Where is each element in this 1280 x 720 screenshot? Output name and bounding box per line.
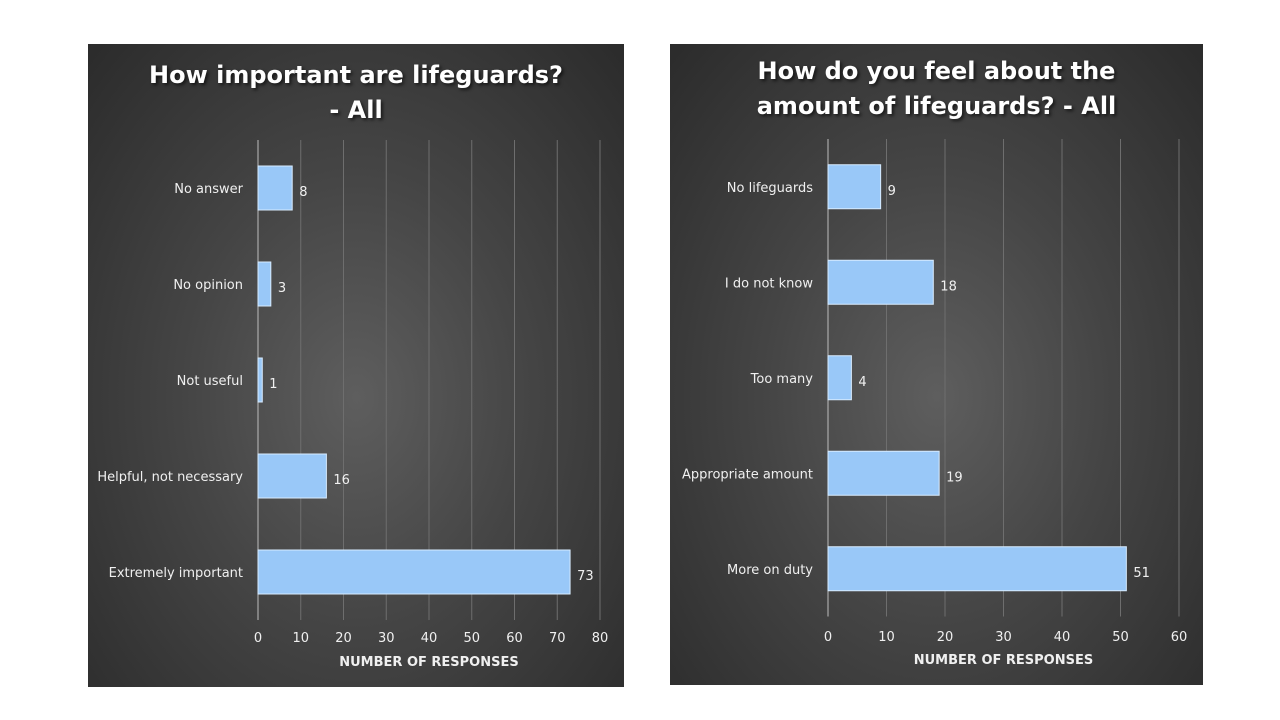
x-tick-label: 10: [878, 630, 895, 645]
bar: [257, 165, 293, 211]
bar: [827, 355, 852, 401]
data-label: 1: [269, 377, 277, 392]
bar: [257, 261, 272, 307]
x-tick-label: 20: [335, 631, 352, 646]
chart-title-line-2: amount of lifeguards? - All: [756, 92, 1117, 120]
bar: [257, 453, 327, 499]
chart-title-line-1: How do you feel about the: [757, 57, 1116, 85]
data-label: 51: [1133, 566, 1150, 581]
x-tick-label: 0: [254, 631, 262, 646]
x-tick-label: 40: [421, 631, 438, 646]
x-tick-label: 40: [1054, 630, 1071, 645]
data-label: 73: [577, 569, 594, 584]
data-label: 8: [299, 185, 307, 200]
bar: [827, 259, 934, 305]
category-label: No lifeguards: [727, 181, 813, 196]
category-label: More on duty: [727, 563, 813, 578]
category-label: Not useful: [177, 374, 243, 389]
category-label: Extremely important: [109, 566, 243, 581]
bar: [827, 546, 1127, 592]
data-label: 18: [940, 279, 957, 294]
bar-chart-amount: 0 10 20 30 40 50 60 No lifeguards 9 I do not know…: [682, 139, 1188, 668]
category-label: Appropriate amount: [682, 467, 813, 482]
category-label: Too many: [750, 372, 814, 387]
x-tick-label: 50: [1112, 630, 1129, 645]
category-label: No answer: [174, 182, 243, 197]
chart-title: How do you feel about the amount of life…: [670, 54, 1203, 124]
x-tick-label: 0: [824, 630, 832, 645]
x-tick-label: 20: [937, 630, 954, 645]
data-label: 4: [858, 375, 866, 390]
chart-panel-importance: How important are lifeguards? - All 0 10 2…: [88, 44, 624, 687]
data-label: 16: [333, 473, 350, 488]
x-tick-label: 50: [463, 631, 480, 646]
data-label: 9: [888, 184, 896, 199]
chart-panel-amount: How do you feel about the amount of life…: [670, 44, 1203, 685]
chart-title-line-1: How important are lifeguards?: [149, 61, 563, 89]
chart-title-line-2: - All: [329, 96, 383, 124]
data-label: 19: [946, 470, 963, 485]
bar-chart-importance: 0 10 20 30 40 50 60 70 80 No answer 8 No opinion 3 No…: [97, 140, 609, 670]
x-tick-label: 60: [506, 631, 523, 646]
x-tick-label: 30: [995, 630, 1012, 645]
chart-title: How important are lifeguards? - All: [88, 58, 624, 128]
x-tick-label: 80: [592, 631, 609, 646]
bar: [827, 450, 940, 496]
x-axis-title: NUMBER OF RESPONSES: [339, 655, 518, 670]
bar: [257, 549, 571, 595]
category-label: I do not know: [725, 276, 813, 291]
bar: [257, 357, 263, 403]
x-tick-label: 70: [549, 631, 566, 646]
data-label: 3: [278, 281, 286, 296]
bar: [827, 164, 882, 210]
x-axis-title: NUMBER OF RESPONSES: [914, 653, 1093, 668]
x-tick-label: 30: [378, 631, 395, 646]
category-label: No opinion: [173, 278, 243, 293]
category-label: Helpful, not necessary: [97, 470, 243, 485]
x-tick-label: 60: [1171, 630, 1188, 645]
x-tick-label: 10: [292, 631, 309, 646]
